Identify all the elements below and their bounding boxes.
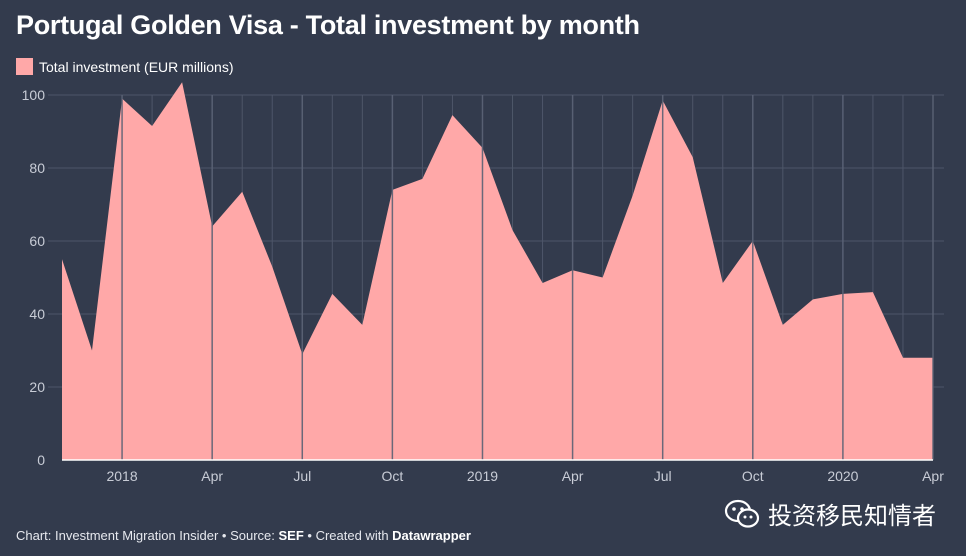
x-tick-label: Apr bbox=[562, 468, 584, 484]
y-tick-label: 80 bbox=[29, 160, 45, 176]
x-tick-label: 2018 bbox=[106, 468, 137, 484]
chart-footer: Chart: Investment Migration Insider • So… bbox=[16, 528, 471, 543]
legend-label: Total investment (EUR millions) bbox=[39, 58, 234, 75]
x-tick-label: Jul bbox=[654, 468, 672, 484]
wechat-icon bbox=[724, 499, 760, 528]
y-tick-label: 20 bbox=[29, 379, 45, 395]
series-area bbox=[62, 82, 933, 460]
watermark: 投资移民知情者 bbox=[724, 496, 936, 531]
y-tick-label: 100 bbox=[22, 87, 46, 103]
x-tick-label: Oct bbox=[381, 468, 403, 484]
x-tick-label: 2019 bbox=[467, 468, 498, 484]
axis-layer: 0 20 40 60 80 100 2018 Apr Jul Oct 2019 Apr Jul Oct 20… bbox=[22, 87, 945, 484]
footer-tool: Datawrapper bbox=[392, 528, 471, 543]
y-tick-label: 0 bbox=[37, 452, 45, 468]
x-tick-label: Apr bbox=[201, 468, 223, 484]
watermark-text: 投资移民知情者 bbox=[768, 503, 936, 530]
chart-legend: Total investment (EUR millions) bbox=[16, 58, 234, 75]
chart-title: Portugal Golden Visa - Total investment … bbox=[16, 10, 640, 40]
y-tick-label: 40 bbox=[29, 306, 45, 322]
legend-swatch bbox=[16, 58, 33, 75]
x-tick-label: Apr bbox=[922, 468, 944, 484]
area-layer bbox=[62, 82, 933, 460]
x-tick-label: Oct bbox=[742, 468, 764, 484]
y-tick-label: 60 bbox=[29, 233, 45, 249]
footer-middle: • Created with bbox=[303, 528, 393, 543]
x-tick-label: Jul bbox=[293, 468, 311, 484]
x-tick-label: 2020 bbox=[827, 468, 858, 484]
footer-source: SEF bbox=[278, 528, 304, 543]
footer-prefix: Chart: Investment Migration Insider • So… bbox=[16, 528, 279, 543]
